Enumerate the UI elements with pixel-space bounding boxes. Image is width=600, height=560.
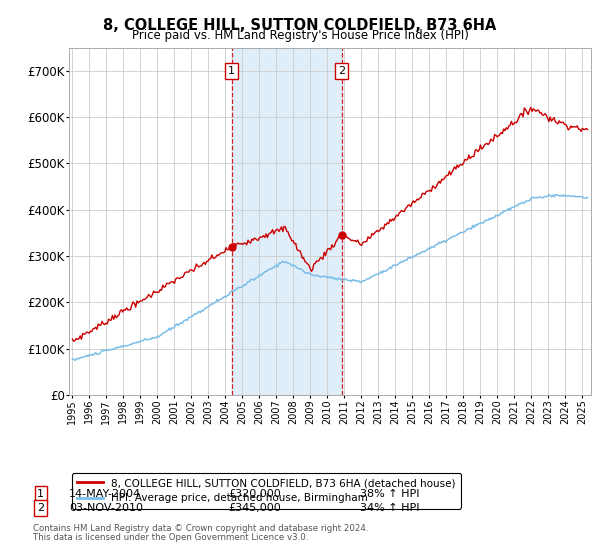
- Text: £320,000: £320,000: [228, 489, 281, 499]
- Text: £345,000: £345,000: [228, 503, 281, 513]
- Text: 1: 1: [228, 66, 235, 76]
- Text: This data is licensed under the Open Government Licence v3.0.: This data is licensed under the Open Gov…: [33, 533, 308, 543]
- Bar: [232, 48, 342, 395]
- Text: 2: 2: [37, 503, 44, 513]
- Text: 8, COLLEGE HILL, SUTTON COLDFIELD, B73 6HA: 8, COLLEGE HILL, SUTTON COLDFIELD, B73 6…: [103, 18, 497, 33]
- Text: Contains HM Land Registry data © Crown copyright and database right 2024.: Contains HM Land Registry data © Crown c…: [33, 524, 368, 533]
- Text: Price paid vs. HM Land Registry's House Price Index (HPI): Price paid vs. HM Land Registry's House …: [131, 29, 469, 42]
- Text: 1: 1: [37, 489, 44, 499]
- Legend: 8, COLLEGE HILL, SUTTON COLDFIELD, B73 6HA (detached house), HPI: Average price,: 8, COLLEGE HILL, SUTTON COLDFIELD, B73 6…: [71, 473, 461, 508]
- Text: 03-NOV-2010: 03-NOV-2010: [69, 503, 143, 513]
- Text: 38% ↑ HPI: 38% ↑ HPI: [360, 489, 419, 499]
- Text: 34% ↑ HPI: 34% ↑ HPI: [360, 503, 419, 513]
- Text: 14-MAY-2004: 14-MAY-2004: [69, 489, 141, 499]
- Text: 2: 2: [338, 66, 345, 76]
